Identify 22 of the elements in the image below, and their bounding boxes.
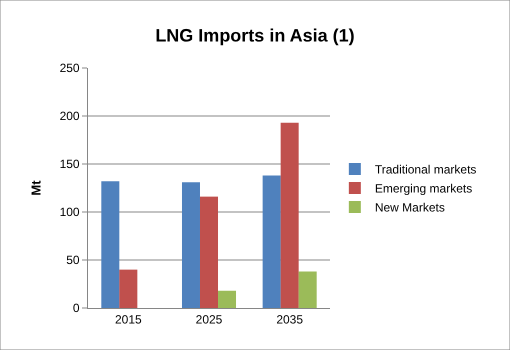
chart-title: LNG Imports in Asia (1) [155, 25, 355, 46]
bar [200, 196, 218, 308]
bar [119, 270, 138, 308]
bar [101, 181, 120, 308]
legend-label: New Markets [374, 200, 445, 215]
y-tick-label: 0 [72, 301, 80, 316]
legend-label: Emerging markets [374, 182, 472, 196]
y-axis-title: Mt [28, 180, 44, 196]
x-tick-label: 2025 [196, 312, 223, 326]
bar [262, 176, 281, 308]
bar [298, 272, 317, 308]
x-tick-label: 2015 [114, 312, 142, 326]
y-tick-label: 150 [60, 157, 80, 172]
x-tick-label: 2035 [276, 312, 304, 326]
bar [280, 122, 299, 308]
y-tick-label: 250 [60, 61, 80, 76]
y-tick-label: 200 [60, 109, 80, 124]
legend-label: Traditional markets [374, 162, 476, 177]
y-tick-label: 100 [60, 205, 80, 220]
y-tick-label: 50 [66, 253, 80, 268]
bar [218, 290, 236, 308]
bar [182, 182, 200, 308]
